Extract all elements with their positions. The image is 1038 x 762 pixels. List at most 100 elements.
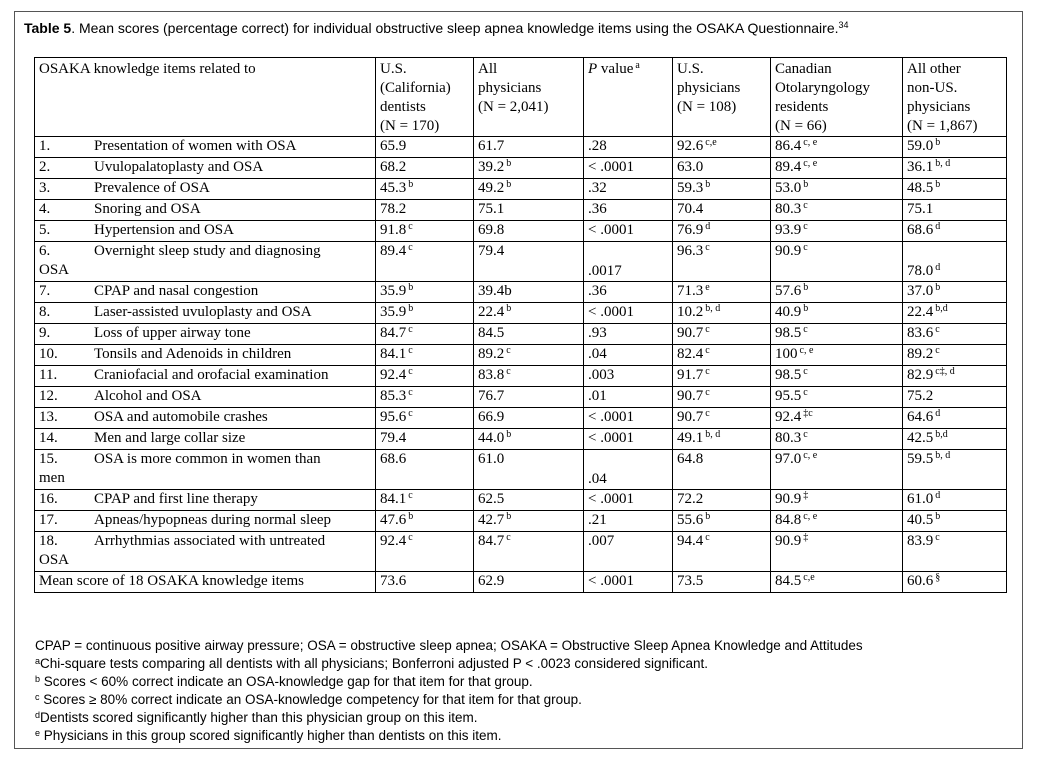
- value: 82.4: [677, 346, 704, 362]
- value-marker: c: [408, 242, 413, 253]
- value-marker: c: [705, 345, 710, 356]
- item-label: OSA and automobile crashes: [94, 409, 268, 425]
- item-number: 17.: [39, 512, 58, 528]
- value: 22.4: [907, 304, 934, 320]
- value-marker: c: [803, 242, 808, 253]
- value-marker: c: [506, 532, 511, 543]
- value-marker: b: [935, 179, 941, 190]
- value: 92.4: [380, 533, 407, 549]
- value-marker: c, e: [803, 158, 818, 169]
- value-cell: 80.3 c: [770, 199, 903, 221]
- item-number: 6.: [39, 243, 51, 259]
- value-cell: 37.0 b: [902, 281, 1007, 303]
- item-number: 15.: [39, 451, 58, 467]
- value-cell: 10.2 b, d: [672, 302, 771, 324]
- value: .0017: [588, 263, 622, 279]
- value-cell: < .0001: [583, 428, 673, 450]
- header-line: residents: [775, 99, 829, 115]
- item-label: Arrhythmias associated with untreated: [94, 533, 326, 549]
- header-line: All other: [907, 61, 961, 77]
- value-marker: c: [803, 324, 808, 335]
- table-row: 13. OSA and automobile crashes 95.6 c 66.9 < …: [34, 407, 1007, 429]
- value-cell: 98.5 c: [770, 323, 903, 345]
- value-marker: c: [408, 324, 413, 335]
- value-marker: b: [506, 511, 512, 522]
- value: 71.3: [677, 283, 704, 299]
- value: 90.9: [775, 243, 802, 259]
- item-number: 1.: [39, 138, 51, 154]
- footnote-marker: b: [35, 674, 41, 684]
- value: 90.7: [677, 325, 704, 341]
- value: 84.8: [775, 512, 802, 528]
- item-number: 10.: [39, 346, 58, 362]
- value-cell: 40.9 b: [770, 302, 903, 324]
- value-cell: 61.7: [473, 136, 584, 158]
- table-row: 2. Uvulopalatoplasty and OSA 68.2 39.2 b < .0…: [34, 157, 1007, 179]
- table-row: 16. CPAP and first line therapy 84.1 c 62.5 <…: [34, 489, 1007, 511]
- value-cell: 84.5: [473, 323, 584, 345]
- value-cell: 70.4: [672, 199, 771, 221]
- item-cell: 5. Hypertension and OSA: [34, 220, 376, 242]
- value-marker: c: [803, 200, 808, 211]
- value-marker: b: [803, 179, 809, 190]
- value-marker: c: [506, 345, 511, 356]
- item-number: 11.: [39, 367, 58, 383]
- value: 84.7: [478, 533, 505, 549]
- value-cell: 84.5 c,e: [770, 571, 903, 593]
- value: 42.7: [478, 512, 505, 528]
- item-label: Alcohol and OSA: [94, 388, 202, 404]
- value-cell: .0017: [583, 241, 673, 282]
- value: 83.9: [907, 533, 934, 549]
- value-cell: 62.9: [473, 571, 584, 593]
- value: 86.4: [775, 138, 802, 154]
- table-row: 9. Loss of upper airway tone 84.7 c 84.5.93 9…: [34, 323, 1007, 345]
- header-line: (California): [380, 80, 451, 96]
- value: 75.1: [478, 201, 505, 217]
- value-cell: 91.8 c: [375, 220, 474, 242]
- value-cell: 40.5 b: [902, 510, 1007, 532]
- value: 89.4: [380, 243, 407, 259]
- value: .007: [588, 533, 615, 549]
- value-cell: 61.0: [473, 449, 584, 490]
- value-cell: 85.3 c: [375, 386, 474, 408]
- value: 80.3: [775, 430, 802, 446]
- value-marker: b: [408, 179, 414, 190]
- item-number: 8.: [39, 304, 51, 320]
- header-us-dentists: U.S. (California) dentists (N = 170): [375, 57, 474, 137]
- value: 40.5: [907, 512, 934, 528]
- value-cell: 63.0: [672, 157, 771, 179]
- value: 96.3: [677, 243, 704, 259]
- value-cell: .32: [583, 178, 673, 200]
- value-cell: 89.4 c: [375, 241, 474, 282]
- item-label: CPAP and first line therapy: [94, 491, 258, 507]
- header-line: dentists: [380, 99, 426, 115]
- value-cell: .007: [583, 531, 673, 572]
- footnote: dDentists scored significantly higher th…: [35, 709, 863, 727]
- value: 85.3: [380, 388, 407, 404]
- value-cell: 92.6 c,e: [672, 136, 771, 158]
- value-cell: 42.5 b,d: [902, 428, 1007, 450]
- value-cell: .36: [583, 281, 673, 303]
- item-cell: 10. Tonsils and Adenoids in children: [34, 344, 376, 366]
- value-cell: 55.6 b: [672, 510, 771, 532]
- value-marker: d: [935, 408, 941, 419]
- caption-label: Table 5: [24, 20, 72, 36]
- value-marker: c: [705, 408, 710, 419]
- value: 37.0: [907, 283, 934, 299]
- item-label: Apneas/hypopneas during normal sleep: [94, 512, 332, 528]
- value: 80.3: [775, 201, 802, 217]
- value: 22.4: [478, 304, 505, 320]
- value: 59.5: [907, 451, 934, 467]
- value-cell: 96.3 c: [672, 241, 771, 282]
- value-cell: 86.4 c, e: [770, 136, 903, 158]
- value: 84.1: [380, 491, 407, 507]
- value: 59.0: [907, 138, 934, 154]
- footnote-text: CPAP = continuous positive airway pressu…: [35, 638, 863, 653]
- value: 92.4: [380, 367, 407, 383]
- value-marker: c: [705, 324, 710, 335]
- value-cell: 89.4 c, e: [770, 157, 903, 179]
- value: .04: [588, 346, 607, 362]
- value-marker: c: [408, 387, 413, 398]
- footnote: CPAP = continuous positive airway pressu…: [35, 637, 863, 655]
- value-marker: d: [935, 262, 941, 273]
